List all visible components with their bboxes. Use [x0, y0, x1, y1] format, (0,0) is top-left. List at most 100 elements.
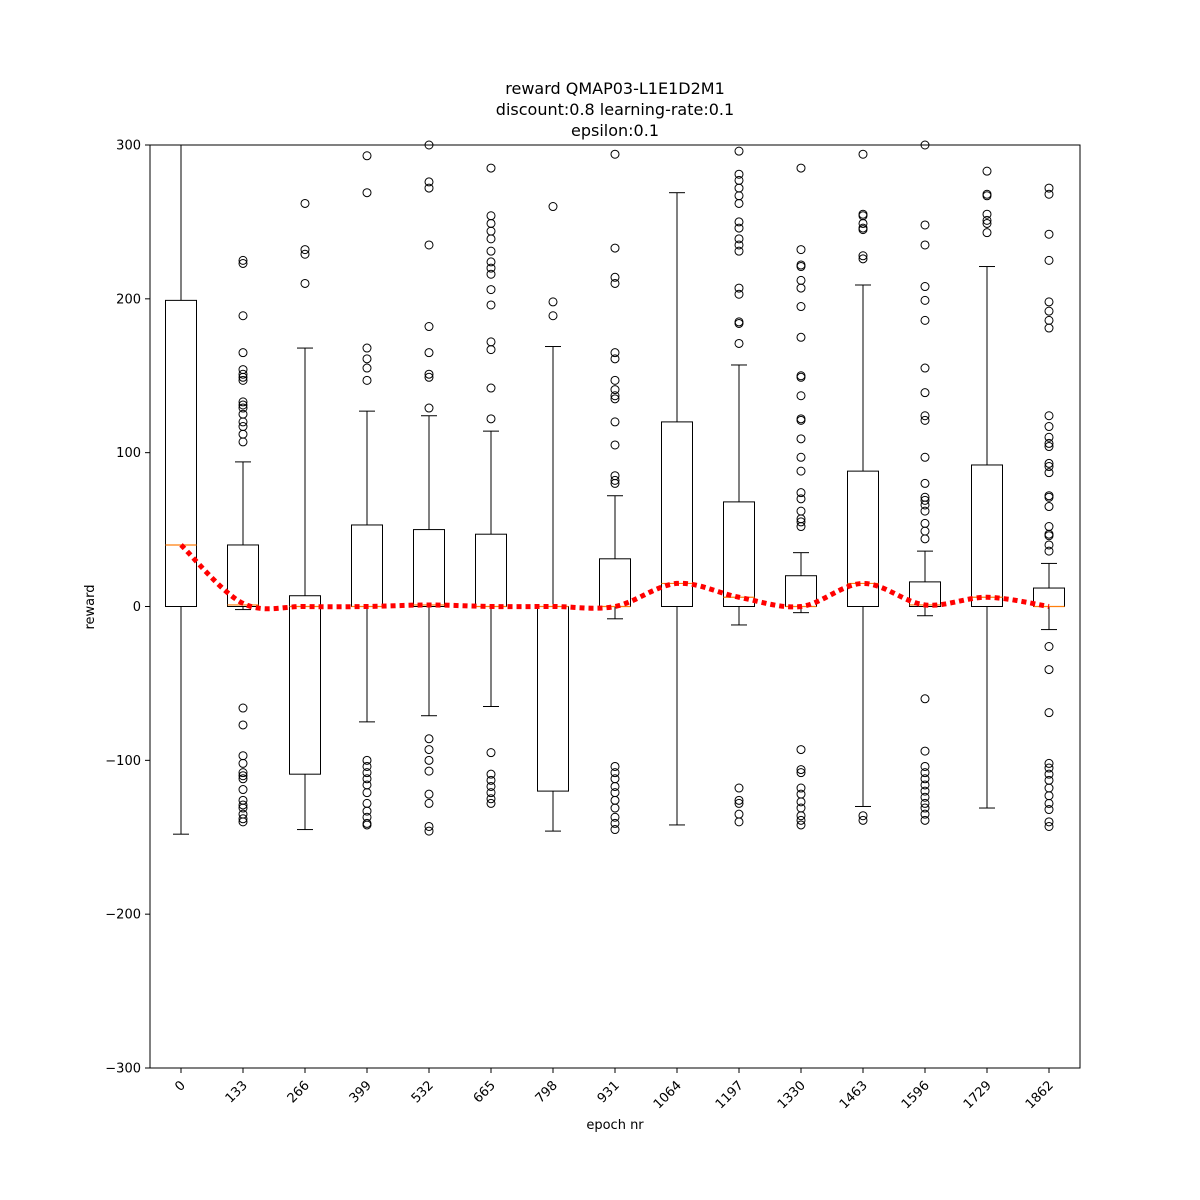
outlier-point — [1044, 492, 1054, 502]
outlier-point — [238, 311, 248, 321]
outlier-point — [610, 149, 620, 159]
outlier-point — [238, 348, 248, 358]
outlier-point — [734, 795, 744, 805]
outlier-point — [858, 815, 868, 825]
outlier-point — [238, 400, 248, 410]
box-iqr — [165, 299, 197, 607]
outlier-point — [424, 348, 434, 358]
chart-title: reward QMAP03-L1E1D2M1 discount:0.8 learn… — [496, 79, 734, 140]
outlier-point — [796, 768, 806, 778]
outlier-point — [610, 417, 620, 427]
outlier-point — [796, 372, 806, 382]
outlier-point — [238, 397, 248, 407]
outlier-point — [734, 146, 744, 156]
box-iqr — [227, 544, 259, 608]
outlier-point — [1044, 540, 1054, 550]
outlier-point — [424, 183, 434, 193]
outlier-point — [1044, 422, 1054, 432]
outlier-point — [920, 746, 930, 756]
outlier-point — [1044, 798, 1054, 808]
outlier-point — [920, 780, 930, 790]
outlier-point — [362, 375, 372, 385]
outlier-point — [486, 794, 496, 804]
outlier-point — [920, 809, 930, 819]
box-iqr — [723, 501, 755, 608]
y-tick-label: 0 — [133, 600, 141, 615]
outlier-point — [1044, 438, 1054, 448]
outlier-point — [796, 262, 806, 272]
outlier-point — [734, 338, 744, 348]
outlier-point — [424, 755, 434, 765]
outlier-point — [1044, 189, 1054, 199]
y-tick-label: 300 — [116, 139, 141, 154]
outlier-point — [920, 478, 930, 488]
outlier-point — [920, 792, 930, 802]
outlier-point — [982, 218, 992, 228]
outlier-point — [796, 783, 806, 793]
outlier-point — [238, 258, 248, 268]
outlier-point — [982, 215, 992, 225]
outlier-point — [424, 734, 434, 744]
outlier-point — [548, 202, 558, 212]
outlier-point — [362, 363, 372, 373]
y-tick-label: −100 — [105, 754, 141, 769]
outlier-point — [796, 466, 806, 476]
outlier-point — [1044, 462, 1054, 472]
outlier-point — [1044, 821, 1054, 831]
y-axis-label: reward — [83, 584, 98, 629]
outlier-point — [238, 375, 248, 385]
outlier-point — [734, 318, 744, 328]
outlier-point — [1044, 641, 1054, 651]
outlier-point — [238, 372, 248, 382]
y-axis: −300 −200 −100 0 100 200 300 — [105, 139, 150, 1077]
outlier-point — [982, 209, 992, 219]
chart-title-line: discount:0.8 learning-rate:0.1 — [496, 100, 734, 119]
outlier-point — [610, 243, 620, 253]
outlier-point — [238, 800, 248, 810]
outlier-point — [362, 755, 372, 765]
outlier-point — [238, 417, 248, 427]
outlier-point — [920, 495, 930, 505]
outlier-point — [486, 263, 496, 273]
box-399 — [351, 151, 383, 830]
outlier-point — [734, 169, 744, 179]
outlier-point — [238, 803, 248, 813]
outlier-point — [734, 817, 744, 827]
y-tick-label: −200 — [105, 908, 141, 923]
chart-title-line: epsilon:0.1 — [571, 121, 659, 140]
outlier-point — [424, 745, 434, 755]
outlier-point — [920, 282, 930, 292]
outlier-point — [610, 478, 620, 488]
outlier-point — [734, 217, 744, 227]
outlier-point — [424, 798, 434, 808]
outlier-point — [300, 245, 310, 255]
outlier-point — [424, 821, 434, 831]
box-1862 — [1033, 183, 1065, 831]
outlier-point — [362, 806, 372, 816]
outlier-point — [610, 761, 620, 771]
outlier-point — [920, 500, 930, 510]
outlier-point — [610, 375, 620, 385]
outlier-point — [238, 437, 248, 447]
box-iqr — [847, 470, 879, 608]
box-665 — [475, 163, 507, 808]
outlier-point — [1044, 665, 1054, 675]
outlier-point — [734, 783, 744, 793]
y-tick-label: 200 — [116, 292, 141, 307]
outlier-point — [610, 278, 620, 288]
outlier-point — [238, 255, 248, 265]
outlier-point — [796, 434, 806, 444]
outlier-point — [238, 785, 248, 795]
outlier-point — [486, 383, 496, 393]
outlier-point — [362, 188, 372, 198]
outlier-point — [796, 797, 806, 807]
outlier-point — [858, 254, 868, 264]
outlier-point — [920, 534, 930, 544]
outlier-point — [982, 191, 992, 201]
outlier-point — [610, 475, 620, 485]
outlier-point — [734, 234, 744, 244]
outlier-point — [424, 403, 434, 413]
outlier-point — [734, 289, 744, 299]
outlier-point — [796, 517, 806, 527]
